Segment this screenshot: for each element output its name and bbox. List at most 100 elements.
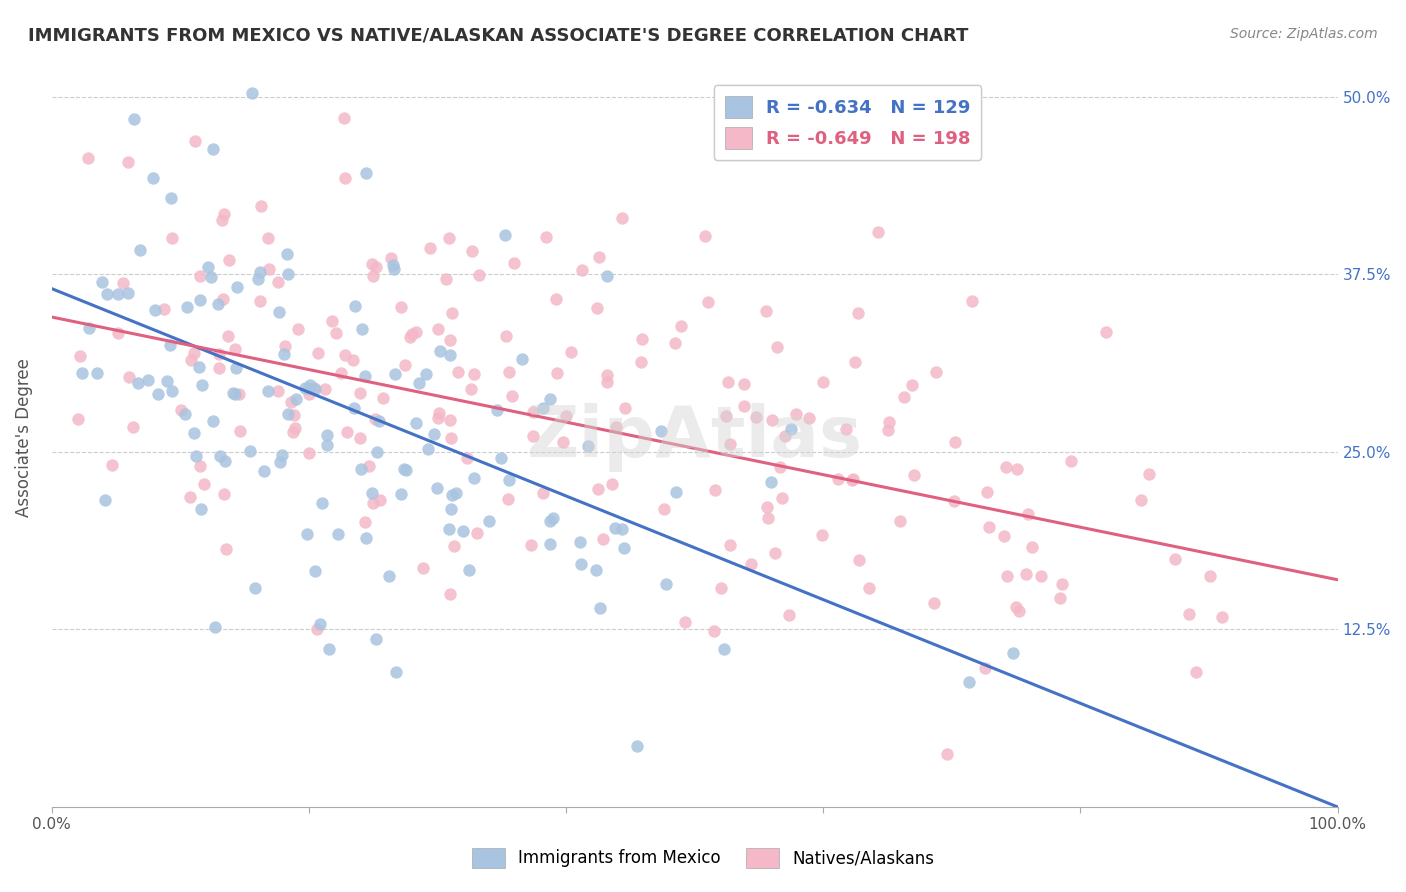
Point bbox=[336, 425, 359, 440]
Point bbox=[612, 211, 634, 226]
Point bbox=[297, 527, 319, 541]
Point bbox=[325, 326, 347, 341]
Point bbox=[602, 477, 624, 491]
Point bbox=[779, 422, 801, 436]
Point bbox=[316, 427, 339, 442]
Point bbox=[718, 436, 741, 450]
Point bbox=[127, 376, 149, 391]
Point bbox=[943, 435, 966, 450]
Point bbox=[298, 446, 321, 460]
Point bbox=[995, 569, 1018, 583]
Point bbox=[588, 250, 610, 264]
Point bbox=[569, 535, 592, 549]
Point bbox=[69, 349, 91, 363]
Point bbox=[1021, 541, 1043, 555]
Point bbox=[429, 344, 451, 359]
Point bbox=[652, 502, 675, 516]
Text: ZipAtlas: ZipAtlas bbox=[527, 403, 863, 472]
Point bbox=[208, 347, 231, 361]
Point bbox=[153, 302, 176, 317]
Point bbox=[284, 421, 307, 435]
Point bbox=[541, 510, 564, 524]
Point bbox=[76, 152, 98, 166]
Point bbox=[740, 557, 762, 571]
Point bbox=[841, 473, 863, 487]
Point bbox=[117, 369, 139, 384]
Point bbox=[427, 406, 450, 420]
Point bbox=[274, 339, 297, 353]
Point bbox=[226, 279, 249, 293]
Point bbox=[713, 642, 735, 657]
Point bbox=[447, 365, 470, 379]
Point bbox=[439, 348, 461, 362]
Point bbox=[1060, 454, 1083, 468]
Point bbox=[212, 292, 235, 306]
Point bbox=[697, 295, 720, 310]
Point bbox=[408, 376, 430, 390]
Point bbox=[900, 377, 922, 392]
Point bbox=[208, 361, 231, 376]
Point bbox=[439, 587, 461, 601]
Point bbox=[349, 386, 371, 401]
Point bbox=[866, 225, 889, 239]
Point bbox=[675, 615, 697, 629]
Point bbox=[211, 212, 233, 227]
Point bbox=[1095, 326, 1118, 340]
Point bbox=[485, 403, 508, 417]
Point bbox=[778, 608, 800, 623]
Point bbox=[664, 335, 686, 350]
Point bbox=[176, 300, 198, 314]
Point bbox=[122, 420, 145, 434]
Point bbox=[744, 410, 766, 425]
Point bbox=[522, 405, 544, 419]
Point bbox=[1137, 467, 1160, 481]
Point bbox=[142, 171, 165, 186]
Point bbox=[1211, 609, 1233, 624]
Point bbox=[596, 368, 619, 383]
Point bbox=[283, 408, 305, 422]
Point bbox=[405, 325, 427, 339]
Point bbox=[382, 262, 405, 277]
Point bbox=[356, 531, 378, 545]
Point bbox=[183, 425, 205, 440]
Point bbox=[100, 458, 122, 472]
Point bbox=[193, 477, 215, 491]
Point bbox=[463, 367, 485, 381]
Point bbox=[576, 439, 599, 453]
Point bbox=[416, 442, 439, 457]
Point bbox=[271, 448, 294, 462]
Point bbox=[1178, 607, 1201, 621]
Point bbox=[973, 661, 995, 675]
Point bbox=[560, 344, 582, 359]
Point bbox=[703, 624, 725, 639]
Point bbox=[546, 366, 568, 380]
Point bbox=[693, 229, 716, 244]
Point bbox=[222, 385, 245, 400]
Point bbox=[343, 401, 366, 415]
Point bbox=[191, 378, 214, 392]
Point bbox=[364, 260, 387, 274]
Point bbox=[977, 520, 1000, 534]
Point bbox=[630, 355, 652, 369]
Point bbox=[269, 455, 291, 469]
Point bbox=[498, 491, 520, 506]
Point bbox=[184, 135, 207, 149]
Point bbox=[277, 267, 299, 281]
Point bbox=[311, 496, 333, 510]
Point bbox=[936, 747, 959, 761]
Point bbox=[217, 329, 239, 343]
Point bbox=[249, 199, 271, 213]
Point bbox=[267, 384, 290, 398]
Point bbox=[501, 389, 523, 403]
Point bbox=[827, 472, 849, 486]
Point bbox=[354, 166, 377, 180]
Point bbox=[136, 373, 159, 387]
Point bbox=[877, 415, 900, 429]
Point bbox=[357, 459, 380, 474]
Point bbox=[197, 260, 219, 274]
Point bbox=[398, 330, 420, 344]
Point bbox=[761, 413, 783, 427]
Point bbox=[112, 276, 135, 290]
Point bbox=[457, 563, 479, 577]
Point bbox=[1004, 599, 1026, 614]
